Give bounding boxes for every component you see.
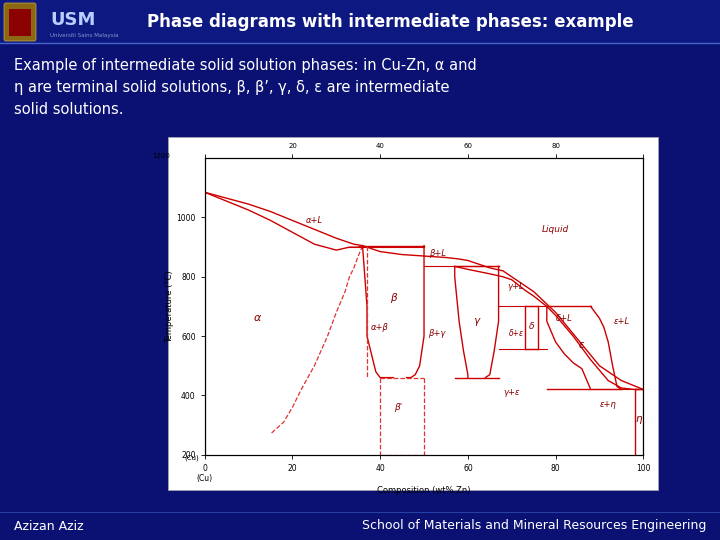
FancyBboxPatch shape bbox=[4, 3, 36, 41]
Text: γ+L: γ+L bbox=[508, 282, 524, 291]
Text: Liquid: Liquid bbox=[542, 225, 570, 234]
FancyBboxPatch shape bbox=[9, 9, 31, 36]
Text: δ+L: δ+L bbox=[556, 314, 572, 323]
Bar bbox=[168, 137, 658, 490]
Bar bbox=[0, 0, 720, 43]
Text: 1200: 1200 bbox=[152, 153, 170, 159]
Text: ε+η: ε+η bbox=[600, 400, 616, 409]
Text: α+L: α+L bbox=[306, 217, 323, 225]
Text: Azizan Aziz: Azizan Aziz bbox=[14, 519, 84, 532]
X-axis label: Composition (wt% Zn): Composition (wt% Zn) bbox=[377, 486, 471, 495]
Text: School of Materials and Mineral Resources Engineering: School of Materials and Mineral Resource… bbox=[361, 519, 706, 532]
Text: γ: γ bbox=[474, 316, 480, 326]
Text: β+γ: β+γ bbox=[428, 329, 446, 338]
Text: η: η bbox=[636, 414, 642, 424]
Text: β': β' bbox=[394, 403, 402, 412]
Text: Phase diagrams with intermediate phases: example: Phase diagrams with intermediate phases:… bbox=[147, 13, 634, 31]
Text: δ+ε: δ+ε bbox=[508, 329, 523, 338]
Text: Example of intermediate solid solution phases: in Cu-Zn, α and
η are terminal so: Example of intermediate solid solution p… bbox=[14, 58, 477, 117]
Text: ε: ε bbox=[579, 340, 585, 350]
Y-axis label: Temperature (°C): Temperature (°C) bbox=[165, 270, 174, 343]
Text: α: α bbox=[253, 313, 261, 323]
Text: δ: δ bbox=[528, 322, 534, 330]
Text: ε+L: ε+L bbox=[613, 317, 629, 326]
Text: β+L: β+L bbox=[428, 249, 446, 258]
Text: USM: USM bbox=[50, 11, 95, 29]
Text: β: β bbox=[390, 293, 397, 302]
Text: Universiti Sains Malaysia: Universiti Sains Malaysia bbox=[50, 32, 119, 37]
Text: γ+ε: γ+ε bbox=[503, 388, 520, 397]
Text: (Cu): (Cu) bbox=[184, 454, 199, 461]
Text: α+β: α+β bbox=[372, 323, 389, 332]
